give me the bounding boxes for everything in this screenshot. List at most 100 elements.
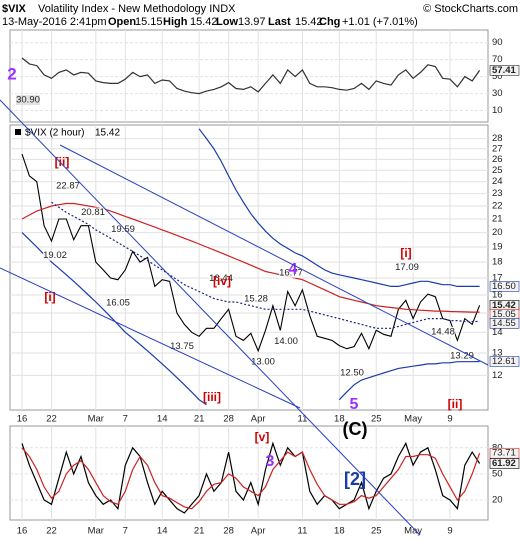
annotation-box (244, 293, 268, 304)
x-tick-label: 18 (334, 414, 345, 425)
wave-label: 5 (350, 396, 359, 413)
y-tick-label: 12 (492, 370, 503, 381)
last-value-label: 73.71 (492, 448, 516, 459)
y-tick-label: 25 (492, 165, 503, 176)
price-annotation: 13.75 (170, 341, 194, 352)
wave-label: [2] (344, 469, 366, 489)
annotation-box (170, 341, 194, 352)
legend-value: 15.42 (95, 128, 120, 139)
y-tick-label: 13 (492, 347, 503, 358)
x-tick-label: Apr (251, 414, 266, 425)
x-tick-label: Mar (88, 526, 104, 537)
y-tick-label: 24 (492, 176, 503, 187)
y-tick-label: 10 (492, 105, 503, 116)
last-value-box (489, 281, 520, 292)
annotation-box (450, 350, 474, 361)
annotation-box (279, 267, 303, 278)
x-tick-label: 25 (371, 414, 382, 425)
instrument-name: Volatility Index - New Methodology INDX (38, 3, 236, 15)
last-value-label: 57.41 (492, 65, 516, 76)
x-tick-label: 14 (157, 526, 168, 537)
panel (9, 425, 489, 521)
wave-label: [ii] (448, 397, 463, 411)
quote-label: Last (268, 16, 291, 28)
copyright: © StockCharts.com (423, 3, 518, 15)
date: 13-May-2016 2:41pm (2, 16, 107, 28)
x-tick-label: 28 (223, 526, 234, 537)
x-tick-label: 28 (223, 414, 234, 425)
wave-label: 2 (7, 64, 16, 83)
x-tick-label: 11 (298, 526, 308, 537)
last-value-label: 15.05 (492, 309, 516, 320)
price-annotation: 12.50 (340, 367, 364, 378)
last-value-box (489, 458, 520, 469)
price-annotation: 16.44 (209, 273, 233, 284)
annotation-box (111, 224, 135, 235)
annotation-box (56, 181, 80, 192)
price-annotation: 30.90 (16, 95, 40, 106)
x-tick-label: May (404, 526, 422, 537)
y-tick-label: 26 (492, 154, 503, 165)
last-value-label: 14.55 (492, 318, 516, 329)
panel (9, 29, 489, 123)
annotation-box (274, 336, 298, 347)
y-tick-label: 16 (492, 289, 503, 300)
x-tick-label: 16 (17, 414, 28, 425)
wave-label: 3 (266, 453, 275, 470)
x-tick-label: Mar (88, 414, 104, 425)
price-annotation: 22.87 (56, 181, 80, 192)
annotation-box (431, 326, 455, 337)
quote-label: Open (108, 16, 136, 28)
wave-label: [i] (44, 290, 55, 304)
x-tick-label: 18 (334, 526, 345, 537)
y-tick-label: 90 (492, 37, 503, 48)
series-line (21, 153, 481, 353)
price-annotation: 16.77 (279, 267, 303, 278)
quote-label: High (163, 16, 188, 28)
y-tick-label: 27 (492, 143, 503, 154)
annotation-box (209, 273, 233, 284)
wave-label: [ii] (55, 155, 70, 169)
trend-line (0, 99, 421, 536)
annotation-box (106, 298, 130, 309)
x-tick-label: 21 (194, 526, 205, 537)
last-value-box (489, 65, 520, 76)
legend-label: $VIX (2 hour) (25, 128, 84, 139)
quote-value: 13.97 (238, 16, 266, 28)
plot-area (21, 441, 481, 514)
series-line (21, 57, 481, 95)
series-line (21, 441, 481, 514)
price-annotation: 19.02 (43, 250, 67, 261)
series-line (21, 232, 480, 406)
y-tick-label: 70 (492, 54, 503, 65)
x-tick-label: Apr (251, 526, 266, 537)
price-annotation: 19.59 (111, 224, 135, 235)
last-value-label: 12.61 (492, 356, 516, 367)
wave-label: 4 (289, 261, 298, 278)
wave-label: [i] (400, 246, 411, 260)
price-annotation: 13.29 (450, 350, 474, 361)
last-value-box (489, 317, 520, 329)
wave-label: [iv] (213, 274, 231, 288)
x-tick-label: May (404, 414, 422, 425)
y-tick-label: 28 (492, 133, 503, 144)
trend-line (59, 144, 489, 366)
quote-value: 15.42 (295, 16, 323, 28)
symbol: $VIX (2, 3, 27, 15)
x-tick-label: 21 (194, 414, 205, 425)
price-annotation: 16.05 (106, 298, 130, 309)
y-tick-label: 19 (492, 241, 503, 252)
annotation-box (43, 250, 67, 261)
x-tick-label: 22 (46, 526, 57, 537)
price-annotation: 17.09 (395, 262, 419, 273)
quote-value: 15.15 (135, 16, 163, 28)
y-tick-label: 18 (492, 257, 503, 268)
x-tick-label: 25 (371, 526, 382, 537)
quote-label: Low (216, 16, 238, 28)
x-tick-label: 11 (298, 414, 308, 425)
trend-line (0, 267, 301, 409)
y-tick-label: 23 (492, 188, 503, 199)
y-tick-label: 17 (492, 273, 503, 284)
x-tick-label: 22 (46, 414, 57, 425)
